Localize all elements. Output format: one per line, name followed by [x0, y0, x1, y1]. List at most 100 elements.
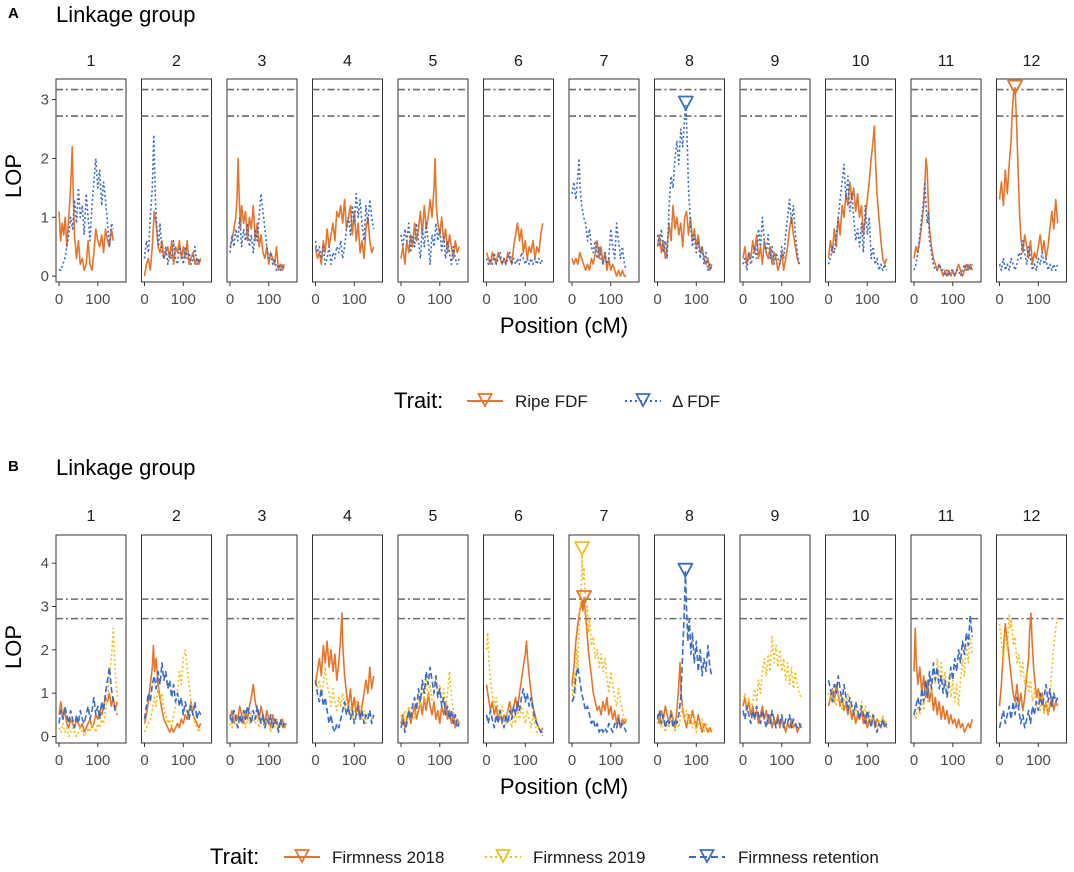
x-tick-label: 0: [226, 752, 234, 769]
facet-lg-2: 2 0 100: [140, 508, 212, 769]
legend-item-delta-fdf: Δ FDF: [625, 392, 720, 411]
series-line-firmness-2019: [742, 636, 802, 712]
peak-marker-lg-12: [1007, 79, 1023, 95]
x-tick-label: 100: [769, 291, 794, 308]
facet-label: 8: [685, 508, 694, 525]
facet-label: 7: [600, 53, 609, 70]
panel-b-xlabel: Position (cM): [500, 774, 628, 799]
x-tick-label: 0: [824, 291, 832, 308]
facet-label: 1: [87, 508, 96, 525]
x-tick-label: 100: [171, 752, 196, 769]
series-line-firmness-retention: [571, 666, 628, 733]
facet-lg-9: 9 0 100: [739, 53, 811, 308]
series-line-firmness-2018: [571, 597, 628, 729]
facet-lg-6: 6 0 100: [482, 508, 554, 769]
series-line-firmness-2019: [58, 627, 118, 738]
facet-frame: [141, 534, 212, 744]
facet-lg-3: 3 0 100: [226, 508, 298, 769]
series-line-firmness-retention: [998, 683, 1059, 729]
series-line-firmness-2018: [998, 612, 1059, 716]
peak-marker-lg-8: [677, 562, 694, 578]
panel-b-facet-title: Linkage group: [56, 455, 195, 480]
facet-label: 9: [771, 508, 780, 525]
facet-frame: [910, 78, 982, 283]
y-tick-label: 0: [41, 268, 49, 285]
series-line-firmness-retention: [827, 675, 888, 733]
facet-lg-12: 12 0 100: [995, 53, 1067, 308]
legend-item-firmness-2018: Firmness 2018: [284, 848, 444, 867]
series-line-firmness-retention: [58, 666, 118, 729]
series-line-firmness-2019: [913, 636, 973, 720]
legend-triangle-firmness-2018: [293, 849, 311, 864]
facet-label: 5: [429, 53, 438, 70]
facet-lg-2: 2 0 100: [140, 53, 212, 308]
facet-label: 2: [172, 508, 181, 525]
facet-frame: [825, 78, 896, 283]
series-line-firmness-2018: [58, 692, 118, 733]
series-line-ripe-fdf: [400, 157, 460, 266]
x-tick-label: 0: [482, 752, 490, 769]
panel-a-xlabel: Position (cM): [500, 313, 628, 338]
x-tick-label: 0: [568, 291, 576, 308]
series-line-firmness-2018: [143, 644, 202, 733]
x-tick-label: 0: [55, 291, 63, 308]
x-tick-label: 100: [171, 291, 196, 308]
facet-label: 4: [343, 53, 352, 70]
facet-label: 6: [514, 508, 523, 525]
series-line--fdf: [229, 192, 286, 271]
x-tick-label: 0: [397, 752, 405, 769]
series-line--fdf: [742, 198, 800, 271]
facet-lg-7: 7 0 100: [568, 53, 640, 308]
y-tick-label: 1: [41, 685, 49, 702]
facet-label: 3: [258, 508, 267, 525]
series-line-firmness-2018: [400, 692, 460, 729]
series-line--fdf: [827, 163, 888, 271]
x-tick-label: 0: [653, 291, 661, 308]
x-tick-label: 100: [598, 752, 623, 769]
facet-label: 12: [1023, 508, 1041, 525]
x-tick-label: 0: [824, 752, 832, 769]
x-tick-label: 0: [568, 752, 576, 769]
series-line--fdf: [998, 240, 1059, 271]
facet-label: 1: [87, 53, 96, 70]
x-tick-label: 0: [140, 752, 148, 769]
x-tick-label: 0: [55, 752, 63, 769]
y-tick-label: 3: [41, 599, 49, 616]
panel-a-ylabel: LOP: [1, 154, 26, 198]
series-line-firmness-retention: [485, 688, 543, 733]
facet-frame: [739, 78, 811, 283]
x-tick-label: 100: [256, 291, 281, 308]
facet-lg-6: 6 0 100: [482, 53, 554, 308]
facet-lg-11: 11 0 100: [910, 53, 982, 308]
legend-label-delta-fdf: Δ FDF: [672, 392, 720, 411]
facet-lg-4: 4 0 100: [311, 508, 383, 769]
facet-lg-11: 11 0 100: [910, 508, 982, 769]
series-line-ripe-fdf: [143, 210, 202, 277]
panel-a-facet-title: Linkage group: [56, 2, 195, 27]
series-line-firmness-retention: [913, 614, 973, 715]
series-line-firmness-retention: [656, 571, 713, 729]
x-tick-label: 100: [855, 752, 880, 769]
series-line-firmness-retention: [143, 662, 202, 720]
x-tick-label: 100: [684, 291, 709, 308]
series-line--fdf: [656, 104, 713, 271]
series-line-firmness-2019: [485, 631, 544, 737]
x-tick-label: 100: [256, 752, 281, 769]
facet-label: 11: [938, 53, 955, 70]
x-tick-label: 0: [140, 291, 148, 308]
legend-item-firmness-2019: Firmness 2019: [485, 848, 645, 867]
peak-marker-lg-7: [574, 541, 590, 556]
series-line-firmness-retention: [229, 705, 287, 733]
legend-triangle-firmness-retention: [698, 849, 716, 864]
series-line-ripe-fdf: [998, 87, 1059, 266]
facet-frame: [483, 78, 554, 283]
facet-label: 12: [1023, 53, 1041, 70]
series-line-ripe-fdf: [571, 240, 627, 277]
legend-label-firmness-2019: Firmness 2019: [533, 848, 645, 867]
series-line-firmness-2019: [314, 666, 375, 725]
facet-lg-5: 5 0 100: [397, 53, 469, 308]
x-tick-label: 100: [940, 291, 965, 308]
y-tick-label: 0: [41, 729, 49, 746]
